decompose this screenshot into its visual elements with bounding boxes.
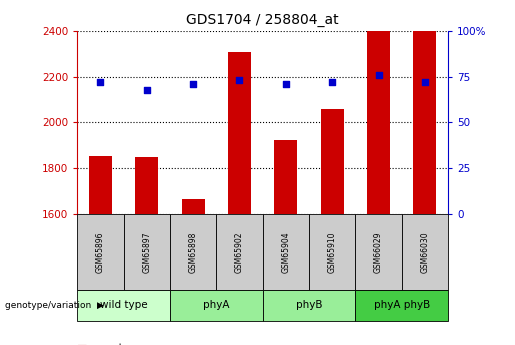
- Text: GSM66029: GSM66029: [374, 231, 383, 273]
- Text: GSM66030: GSM66030: [420, 231, 430, 273]
- Point: [374, 72, 383, 78]
- Bar: [402, 214, 448, 290]
- Bar: [77, 290, 170, 321]
- Point: [189, 81, 197, 87]
- Bar: [355, 214, 402, 290]
- Text: GSM65898: GSM65898: [188, 231, 198, 273]
- Text: ■: ■: [77, 343, 88, 345]
- Bar: [77, 214, 124, 290]
- Bar: [309, 214, 355, 290]
- Bar: [263, 290, 355, 321]
- Text: GSM65904: GSM65904: [281, 231, 290, 273]
- Bar: [124, 214, 170, 290]
- Bar: [367, 31, 390, 214]
- Bar: [320, 109, 344, 214]
- Point: [328, 79, 336, 85]
- Text: phyB: phyB: [296, 300, 322, 310]
- Point: [143, 87, 151, 92]
- Bar: [170, 290, 263, 321]
- Point: [235, 78, 244, 83]
- Text: wild type: wild type: [100, 300, 147, 310]
- Bar: [413, 31, 437, 214]
- Text: count: count: [95, 343, 123, 345]
- Bar: [135, 157, 159, 214]
- Point: [282, 81, 290, 87]
- Text: GSM65896: GSM65896: [96, 231, 105, 273]
- Bar: [216, 214, 263, 290]
- Point: [96, 79, 105, 85]
- Text: GSM65902: GSM65902: [235, 231, 244, 273]
- Text: genotype/variation  ▶: genotype/variation ▶: [5, 301, 104, 310]
- Bar: [181, 199, 205, 214]
- Point: [421, 79, 429, 85]
- Text: phyA: phyA: [203, 300, 230, 310]
- Text: phyA phyB: phyA phyB: [373, 300, 430, 310]
- Bar: [170, 214, 216, 290]
- Text: GSM65910: GSM65910: [328, 231, 337, 273]
- Bar: [263, 214, 309, 290]
- Title: GDS1704 / 258804_at: GDS1704 / 258804_at: [186, 13, 339, 27]
- Bar: [228, 52, 251, 214]
- Text: GSM65897: GSM65897: [142, 231, 151, 273]
- Bar: [274, 140, 298, 214]
- Bar: [355, 290, 448, 321]
- Bar: [89, 156, 112, 214]
